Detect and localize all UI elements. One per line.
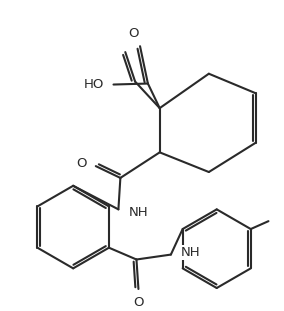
Text: O: O: [128, 27, 138, 40]
Text: O: O: [133, 296, 144, 309]
Text: NH: NH: [129, 206, 149, 219]
Text: HO: HO: [83, 78, 104, 91]
Text: NH: NH: [181, 246, 200, 259]
Text: O: O: [76, 157, 87, 170]
